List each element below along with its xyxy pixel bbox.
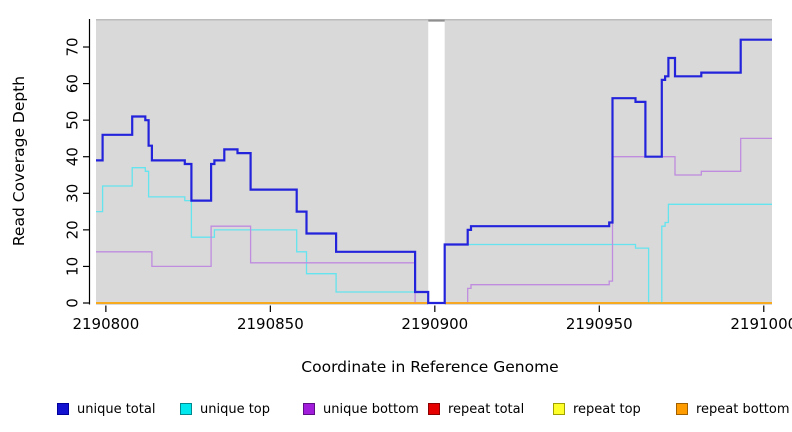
y-tick-label: 30 (63, 184, 81, 203)
legend-item-unique-top: unique top (180, 399, 271, 417)
y-tick-label: 40 (63, 147, 81, 166)
series-unique-total (96, 38, 772, 305)
x-tick-label: 2190850 (237, 315, 304, 333)
legend-item-unique-total: unique total (57, 399, 156, 417)
x-tick-label: 2190800 (72, 315, 139, 333)
legend-label: unique bottom (323, 402, 419, 417)
legend-swatch-repeat-top (553, 403, 565, 415)
x-axis-title: Coordinate in Reference Genome (301, 358, 558, 376)
legend-label: repeat total (448, 402, 525, 417)
legend-swatch-repeat-total (428, 403, 440, 415)
legend-item-repeat-total: repeat total (428, 399, 525, 417)
y-tick-label: 70 (63, 37, 81, 56)
y-tick-label: 10 (63, 257, 81, 276)
legend-label: unique total (77, 402, 156, 417)
x-tick-label: 2190950 (566, 315, 633, 333)
x-tick-label: 2191000 (730, 315, 792, 333)
legend-label: unique top (200, 402, 271, 417)
legend-item-unique-bottom: unique bottom (303, 399, 419, 417)
x-tick-label: 2190900 (401, 315, 468, 333)
y-tick-label: 50 (63, 111, 81, 130)
y-tick-label: 60 (63, 74, 81, 93)
chart-legend: unique total unique top unique bottom repea… (0, 399, 792, 421)
y-tick-label: 0 (63, 298, 81, 308)
legend-swatch-unique-total (57, 403, 69, 415)
legend-swatch-unique-top (180, 403, 192, 415)
series-unique-bottom (96, 137, 772, 304)
masked-gap-band (428, 20, 445, 305)
legend-swatch-repeat-bottom (676, 403, 688, 415)
legend-item-repeat-top: repeat top (553, 399, 641, 417)
legend-label: repeat top (573, 402, 641, 417)
y-tick-label: 20 (63, 220, 81, 239)
y-axis-title: Read Coverage Depth (10, 76, 28, 246)
legend-label: repeat bottom (696, 402, 790, 417)
legend-item-repeat-bottom: repeat bottom (676, 399, 790, 417)
legend-swatch-unique-bottom (303, 403, 315, 415)
